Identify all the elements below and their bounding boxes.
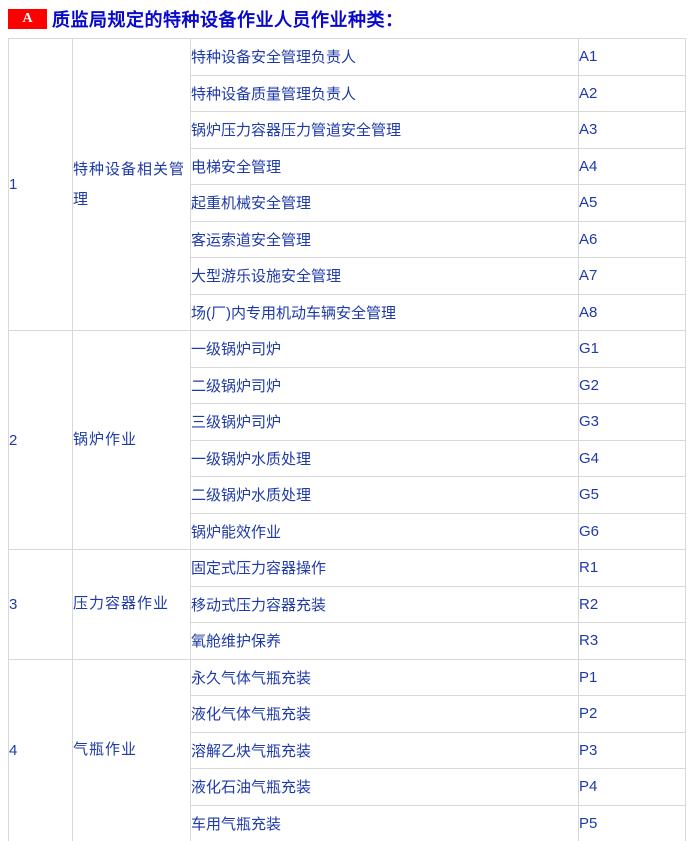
item-name-cell: 三级锅炉司炉 [190, 403, 579, 441]
group-number-cell: 2 [8, 330, 73, 550]
group-number-cell: 4 [8, 658, 73, 841]
item-name-cell: 锅炉压力容器压力管道安全管理 [190, 111, 579, 149]
table-row: 场(厂)内专用机动车辆安全管理 A8 [9, 293, 686, 331]
item-name-cell: 起重机械安全管理 [190, 184, 579, 222]
table-row: 特种设备质量管理负责人 A2 [9, 74, 686, 112]
item-code-cell: P1 [578, 658, 686, 696]
table-row: 1 特种设备相关管理 特种设备安全管理负责人 A1 [8, 38, 686, 331]
group-category-cell: 特种设备相关管理 [72, 38, 191, 331]
item-code-cell: R2 [578, 585, 686, 623]
item-name-cell: 客运索道安全管理 [190, 220, 579, 258]
section-badge: A [8, 9, 47, 29]
item-name-cell: 溶解乙炔气瓶充装 [190, 731, 579, 769]
item-name-cell: 大型游乐设施安全管理 [190, 257, 579, 295]
table-row: 大型游乐设施安全管理 A7 [9, 257, 686, 295]
item-name-cell: 氧舱维护保养 [190, 622, 579, 660]
item-name-cell: 一级锅炉司炉 [190, 330, 579, 368]
page-header: A 质监局规定的特种设备作业人员作业种类： [8, 6, 404, 32]
item-code-cell: A8 [578, 293, 686, 331]
item-code-cell: P2 [578, 695, 686, 733]
item-name-cell: 特种设备质量管理负责人 [190, 74, 579, 112]
item-name-cell: 锅炉能效作业 [190, 512, 579, 550]
table-row: 液化气体气瓶充装 P2 [9, 695, 686, 733]
page-title: 质监局规定的特种设备作业人员作业种类： [52, 10, 404, 30]
item-code-cell: G2 [578, 366, 686, 404]
item-name-cell: 液化石油气瓶充装 [190, 768, 579, 806]
table-row: 客运索道安全管理 A6 [9, 220, 686, 258]
job-category-table: 1 特种设备相关管理 特种设备安全管理负责人 A1 特种设备质量管理负责人 A2 锅炉压力容… [8, 38, 686, 841]
item-code-cell: P4 [578, 768, 686, 806]
item-name-cell: 车用气瓶充装 [190, 804, 579, 841]
item-code-cell: A6 [578, 220, 686, 258]
item-code-cell: R1 [578, 549, 686, 587]
category-table-body: 1 特种设备相关管理 特种设备安全管理负责人 A1 特种设备质量管理负责人 A2 锅炉压力容… [8, 38, 686, 841]
item-code-cell: G3 [578, 403, 686, 441]
item-code-cell: A3 [578, 111, 686, 149]
table-row: 电梯安全管理 A4 [9, 147, 686, 185]
item-code-cell: A5 [578, 184, 686, 222]
table-row: 二级锅炉司炉 G2 [9, 366, 686, 404]
item-code-cell: G4 [578, 439, 686, 477]
item-code-cell: G6 [578, 512, 686, 550]
table-row: 三级锅炉司炉 G3 [9, 403, 686, 441]
item-name-cell: 固定式压力容器操作 [190, 549, 579, 587]
item-code-cell: A7 [578, 257, 686, 295]
group-number-cell: 3 [8, 549, 73, 660]
item-name-cell: 一级锅炉水质处理 [190, 439, 579, 477]
item-code-cell: R3 [578, 622, 686, 660]
table-row: 液化石油气瓶充装 P4 [9, 768, 686, 806]
item-code-cell: A1 [578, 38, 686, 76]
item-code-cell: G5 [578, 476, 686, 514]
group-category-cell: 压力容器作业 [72, 549, 191, 660]
table-row: 3 压力容器作业 固定式压力容器操作 R1 [8, 549, 686, 660]
table-row: 移动式压力容器充装 R2 [9, 585, 686, 623]
item-code-cell: P3 [578, 731, 686, 769]
table-row: 二级锅炉水质处理 G5 [9, 476, 686, 514]
item-name-cell: 场(厂)内专用机动车辆安全管理 [190, 293, 579, 331]
item-name-cell: 二级锅炉司炉 [190, 366, 579, 404]
table-row: 2 锅炉作业 一级锅炉司炉 G1 [8, 330, 686, 550]
group-category-cell: 锅炉作业 [72, 330, 191, 550]
table-row: 锅炉能效作业 G6 [9, 512, 686, 550]
table-row: 氧舱维护保养 R3 [9, 622, 686, 660]
item-code-cell: P5 [578, 804, 686, 841]
table-row: 4 气瓶作业 永久气体气瓶充装 P1 [8, 658, 686, 841]
item-name-cell: 永久气体气瓶充装 [190, 658, 579, 696]
item-name-cell: 二级锅炉水质处理 [190, 476, 579, 514]
item-name-cell: 电梯安全管理 [190, 147, 579, 185]
table-row: 锅炉压力容器压力管道安全管理 A3 [9, 111, 686, 149]
item-name-cell: 液化气体气瓶充装 [190, 695, 579, 733]
item-name-cell: 移动式压力容器充装 [190, 585, 579, 623]
group-category-cell: 气瓶作业 [72, 658, 191, 841]
item-code-cell: G1 [578, 330, 686, 368]
group-number-cell: 1 [8, 38, 73, 331]
item-code-cell: A2 [578, 74, 686, 112]
item-name-cell: 特种设备安全管理负责人 [190, 38, 579, 76]
table-row: 起重机械安全管理 A5 [9, 184, 686, 222]
item-code-cell: A4 [578, 147, 686, 185]
table-row: 溶解乙炔气瓶充装 P3 [9, 731, 686, 769]
